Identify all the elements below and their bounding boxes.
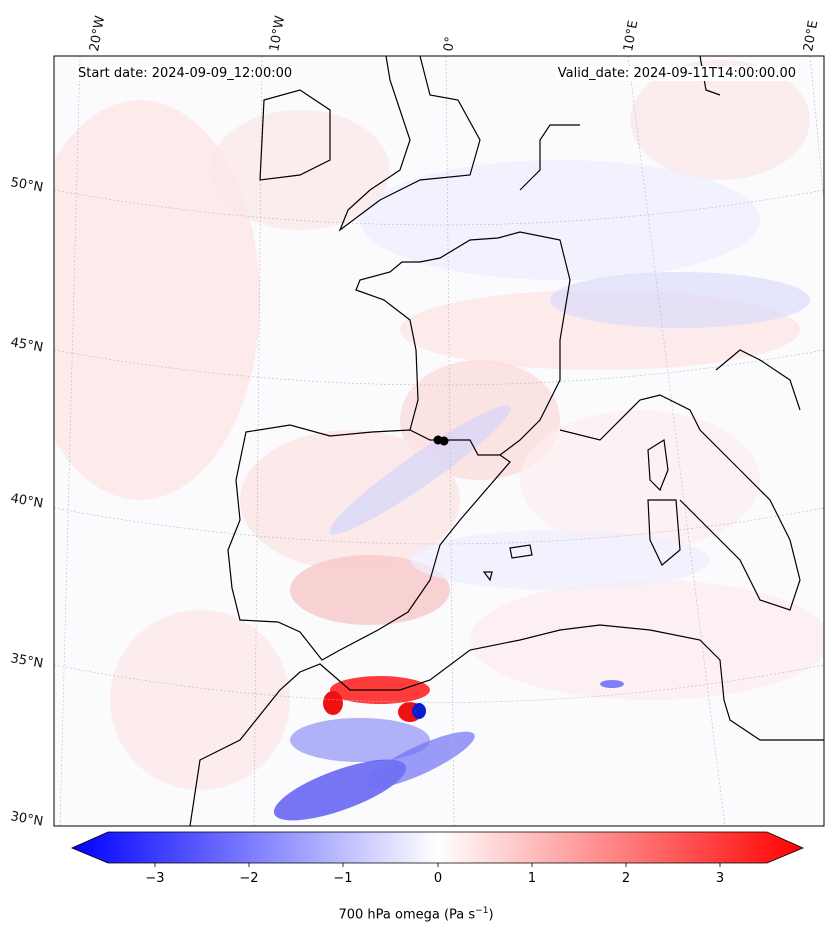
marker-dot xyxy=(439,436,449,446)
graticule xyxy=(54,56,824,826)
map-frame xyxy=(53,55,825,827)
lon-labels: 20°W 10°W 0° 10°E 20°E xyxy=(87,15,821,53)
colorbar-bar xyxy=(70,831,805,864)
lat-label-40n: 40°N xyxy=(9,491,44,511)
lon-label-0: 0° xyxy=(441,36,458,53)
lat-labels: 50°N 45°N 40°N 35°N 30°N xyxy=(9,175,44,829)
colorbar-label-text: 700 hPa omega (Pa s xyxy=(338,907,476,923)
lon-label-20w: 20°W xyxy=(87,15,108,53)
colorbar-label: 700 hPa omega (Pa s−1) xyxy=(0,906,832,922)
omega-field xyxy=(54,60,824,821)
colorbar-tick: −1 xyxy=(333,871,353,886)
colorbar-label-exponent: −1 xyxy=(475,906,489,916)
colorbar-tick: 3 xyxy=(715,871,725,886)
lat-label-30n: 30°N xyxy=(9,809,44,829)
lat-label-50n: 50°N xyxy=(9,175,44,195)
colorbar-tick: −3 xyxy=(145,871,165,886)
colorbar-tick: 0 xyxy=(433,871,443,886)
start-date-label: Start date: 2024-09-09_12:00:00 xyxy=(76,66,295,81)
colorbar-tick: 2 xyxy=(621,871,631,886)
colorbar-tick: 1 xyxy=(527,871,537,886)
lon-label-10w: 10°W xyxy=(267,15,288,53)
lat-label-35n: 35°N xyxy=(9,651,44,671)
valid-date-label: Valid_date: 2024-09-11T14:00:00.00 xyxy=(555,66,798,81)
colorbar xyxy=(70,831,805,867)
lon-label-10e: 10°E xyxy=(621,19,641,52)
colorbar-tick: −2 xyxy=(239,871,259,886)
lon-label-20e: 20°E xyxy=(801,19,821,52)
colorbar-label-close: ) xyxy=(488,907,494,923)
lat-label-45n: 45°N xyxy=(9,335,44,355)
coastlines xyxy=(189,56,824,826)
